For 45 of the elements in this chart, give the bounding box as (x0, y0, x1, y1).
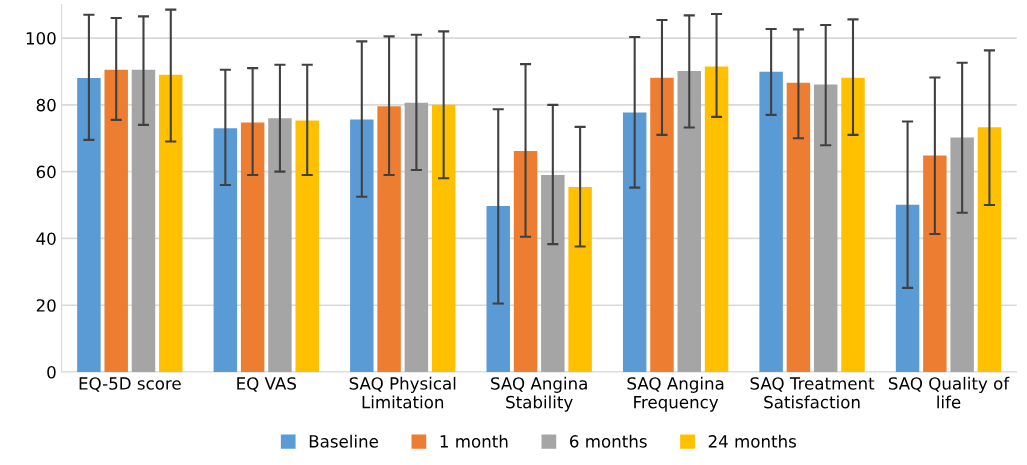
bar (950, 137, 974, 372)
x-tick-label: EQ VAS (237, 377, 296, 392)
bar (268, 118, 292, 372)
bar (240, 122, 265, 372)
bar (404, 102, 429, 372)
bar (895, 204, 920, 372)
x-tick-label: EQ-5D score (79, 377, 181, 392)
x-tick-label: SAQ Treatment Satisfaction (750, 377, 875, 409)
bar (977, 127, 1002, 372)
bar (513, 150, 538, 372)
legend-label: Baseline (309, 434, 378, 448)
y-tick-label: 20 (36, 299, 56, 312)
bar (77, 78, 101, 372)
y-tick-label: 100 (26, 32, 56, 45)
x-tick-label: SAQ Angina Frequency (627, 376, 724, 412)
y-tick-label: 40 (36, 232, 56, 245)
bar (704, 66, 729, 372)
bar (159, 74, 183, 372)
bar (486, 206, 510, 372)
x-tick-label: SAQ Physical Limitation (349, 376, 456, 409)
y-tick-label: 0 (47, 365, 56, 379)
bar (759, 71, 783, 372)
bar (786, 82, 811, 372)
bar (131, 69, 156, 372)
bar (350, 119, 374, 372)
x-tick-label: SAQ Quality of life (888, 376, 1010, 409)
bar (622, 112, 647, 372)
y-tick-label: 60 (36, 165, 56, 179)
legend-label: 24 months (708, 434, 796, 448)
legend-label: 6 months (570, 434, 647, 448)
bar (923, 155, 947, 372)
bar (104, 69, 128, 372)
bar (650, 77, 674, 372)
bar (813, 84, 838, 372)
bar (841, 77, 865, 372)
y-tick-label: 80 (36, 98, 56, 112)
bar (377, 106, 401, 372)
bar (431, 104, 456, 372)
bar (541, 174, 565, 372)
x-tick-label: SAQ Angina Stability (491, 376, 587, 412)
bar (295, 120, 319, 372)
bar (677, 71, 701, 372)
bar (568, 186, 592, 372)
bar (213, 128, 238, 372)
legend-label: 1 month (440, 434, 508, 448)
